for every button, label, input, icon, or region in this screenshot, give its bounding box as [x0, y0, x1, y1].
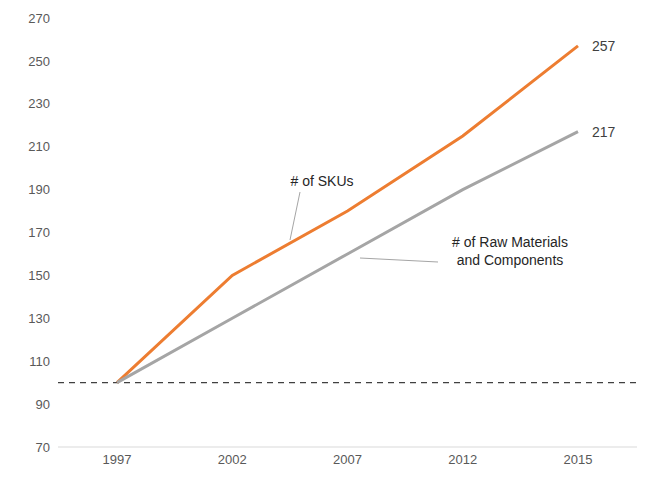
svg-text:2007: 2007: [333, 452, 362, 467]
svg-text:170: 170: [28, 225, 50, 240]
svg-text:130: 130: [28, 311, 50, 326]
svg-text:# of Raw Materialsand Componen: # of Raw Materialsand Components: [452, 234, 568, 268]
svg-text:210: 210: [28, 139, 50, 154]
svg-text:270: 270: [28, 11, 50, 26]
svg-text:2002: 2002: [218, 452, 247, 467]
svg-text:110: 110: [29, 354, 50, 369]
svg-text:190: 190: [28, 182, 50, 197]
svg-text:150: 150: [28, 268, 50, 283]
svg-text:257: 257: [592, 38, 616, 54]
svg-text:217: 217: [592, 124, 616, 140]
svg-text:250: 250: [28, 54, 50, 69]
svg-text:# of SKUs: # of SKUs: [290, 173, 353, 189]
svg-text:2015: 2015: [564, 452, 593, 467]
svg-text:2012: 2012: [448, 452, 477, 467]
svg-text:70: 70: [36, 440, 50, 455]
svg-text:230: 230: [28, 96, 50, 111]
svg-text:90: 90: [36, 397, 50, 412]
svg-text:1997: 1997: [103, 452, 132, 467]
